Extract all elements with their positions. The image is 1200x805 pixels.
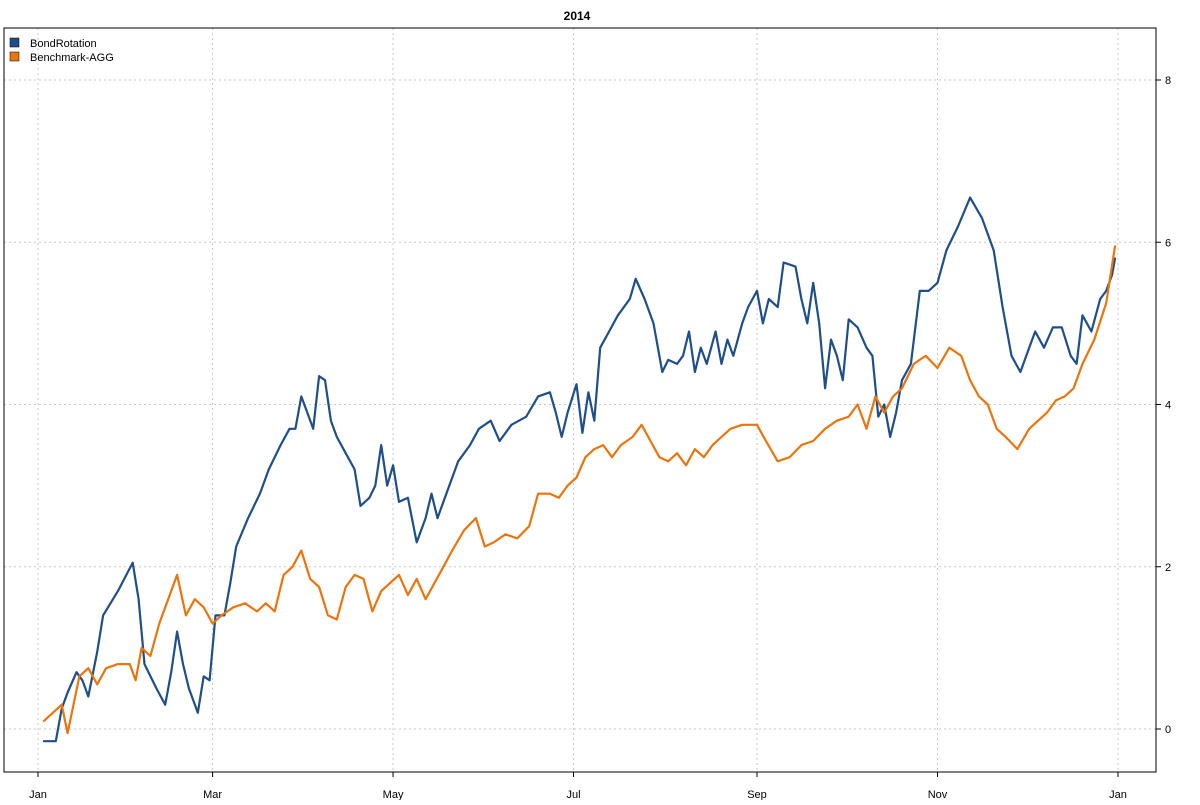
y-tick-label: 2: [1165, 562, 1171, 574]
series-line-benchmark-agg: [42, 245, 1117, 735]
y-tick-label: 8: [1165, 75, 1171, 87]
legend-swatch: [9, 37, 20, 48]
x-tick-label: Jan: [1109, 789, 1127, 800]
chart-title: 2014: [564, 9, 591, 23]
x-tick-label: Mar: [203, 789, 222, 800]
x-tick-label: Sep: [747, 789, 767, 800]
x-axis: Jan Mar May Jul Sep Nov Jan: [29, 772, 1127, 801]
y-axis: 0 2 4 6 8: [1156, 75, 1171, 736]
legend-label: Benchmark-AGG: [30, 52, 114, 64]
x-tick-label: Jan: [29, 789, 47, 800]
x-tick-label: Nov: [928, 789, 948, 800]
legend-label: BondRotation: [30, 38, 97, 50]
series-line-bondrotation: [42, 196, 1117, 743]
legend: BondRotation Benchmark-AGG: [9, 37, 114, 64]
plot-frame: [3, 27, 1157, 773]
x-tick-label: Jul: [567, 789, 581, 800]
x-tick-label: May: [383, 789, 404, 800]
y-tick-label: 4: [1165, 400, 1171, 412]
legend-swatch: [9, 51, 20, 62]
y-tick-label: 0: [1165, 724, 1171, 736]
y-tick-label: 6: [1165, 237, 1171, 249]
series-layer: [42, 196, 1117, 743]
